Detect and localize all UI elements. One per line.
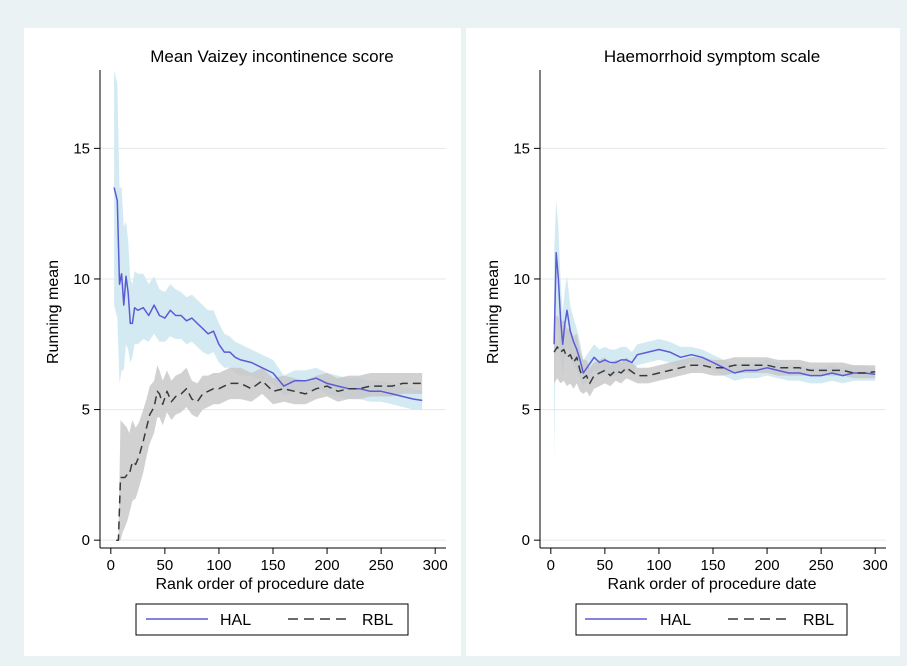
x-tick-label: 200 [315, 557, 340, 574]
x-tick-label: 250 [809, 557, 834, 574]
legend-label-hal: HAL [660, 612, 691, 629]
x-axis-title: Rank order of procedure date [155, 576, 364, 593]
band-rbl [116, 365, 423, 541]
x-tick-label: 50 [157, 557, 174, 574]
x-tick-label: 150 [700, 557, 725, 574]
legend: HAL RBL [575, 603, 848, 636]
x-axis-title: Rank order of procedure date [607, 576, 816, 593]
y-tick-label: 10 [513, 271, 530, 288]
y-tick-label: 0 [82, 532, 90, 549]
x-tick-label: 250 [369, 557, 394, 574]
x-tick-label: 300 [863, 557, 888, 574]
series-lines [553, 252, 876, 385]
confidence-bands [554, 200, 876, 462]
chart-title: Haemorrhoid symptom scale [604, 47, 820, 66]
panel-background [466, 28, 900, 656]
legend-label-hal: HAL [220, 612, 251, 629]
x-tick-label: 0 [547, 557, 555, 574]
band-hal [114, 70, 423, 410]
series-line-hal [113, 187, 423, 402]
x-tick-label: 150 [260, 557, 285, 574]
y-tick-label: 5 [82, 402, 90, 419]
series-line-rbl [116, 380, 423, 541]
x-tick-label: 300 [423, 557, 448, 574]
x-tick-label: 100 [206, 557, 231, 574]
grid [540, 147, 886, 541]
chart-panel-vaizey: Mean Vaizey incontinence score Running m… [24, 28, 461, 656]
y-axis-title: Running mean [485, 260, 502, 364]
y-tick-label: 0 [522, 532, 530, 549]
legend-label-rbl: RBL [803, 612, 834, 629]
y-axis-title: Running mean [45, 260, 62, 364]
y-tick-label: 5 [522, 402, 530, 419]
series-line-hal [553, 252, 876, 377]
chart-title: Mean Vaizey incontinence score [150, 47, 394, 66]
chart-panel-haemorrhoid: Haemorrhoid symptom scale Running mean R… [466, 28, 900, 656]
series-line-rbl [553, 346, 876, 385]
y-tick-label: 15 [513, 140, 530, 157]
y-tick-label: 10 [73, 271, 90, 288]
y-tick-label: 15 [73, 140, 90, 157]
legend-label-rbl: RBL [362, 612, 393, 629]
x-tick-label: 0 [107, 557, 115, 574]
legend: HAL RBL [135, 603, 409, 636]
x-tick-label: 100 [646, 557, 671, 574]
confidence-bands [114, 70, 423, 541]
band-rbl [554, 315, 876, 397]
series-lines [113, 187, 423, 541]
x-tick-label: 50 [597, 557, 614, 574]
x-tick-label: 200 [755, 557, 780, 574]
panel-background [24, 28, 461, 656]
